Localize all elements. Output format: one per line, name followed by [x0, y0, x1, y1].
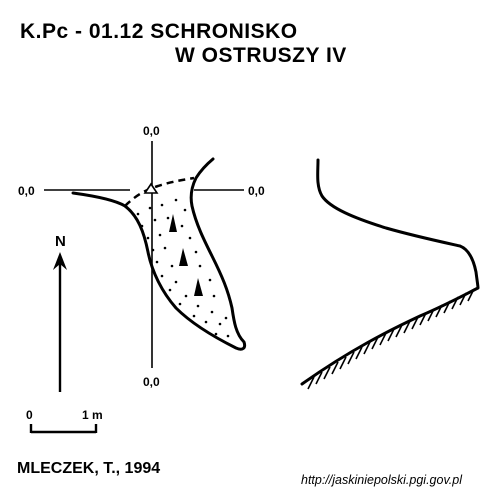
slope-wedge-1	[169, 214, 177, 232]
coordinate-label-bottom: 0,0	[143, 375, 160, 389]
cross-section-floor-hatching	[307, 288, 475, 390]
slope-wedge-2	[179, 248, 188, 266]
map-title-line-1: K.Pc - 01.12 SCHRONISKO	[20, 20, 298, 43]
survey-point-triangle	[143, 182, 159, 194]
slope-wedge-3	[194, 278, 203, 296]
floor-sediment-dots	[136, 198, 230, 338]
scale-start-label: 0	[26, 408, 33, 422]
map-title-line-2: W OSTRUSZY IV	[175, 44, 347, 67]
north-label: N	[55, 233, 66, 250]
scale-end-label: 1 m	[82, 408, 103, 422]
author-credit: MLECZEK, T., 1994	[17, 460, 161, 477]
coordinate-label-right: 0,0	[248, 184, 265, 198]
scale-bar-graphic	[29, 424, 98, 434]
source-url: http://jaskiniepolski.pgi.gov.pl	[301, 473, 462, 487]
cave-plan-left-wall	[71, 157, 247, 351]
coordinate-label-left: 0,0	[18, 184, 35, 198]
crosshair	[44, 141, 244, 368]
north-arrow-graphic	[53, 252, 67, 392]
cross-section-wall	[300, 158, 480, 386]
slope-wedge-symbols	[169, 214, 203, 296]
entrance-dripline	[124, 176, 195, 207]
coordinate-label-top: 0,0	[143, 124, 160, 138]
